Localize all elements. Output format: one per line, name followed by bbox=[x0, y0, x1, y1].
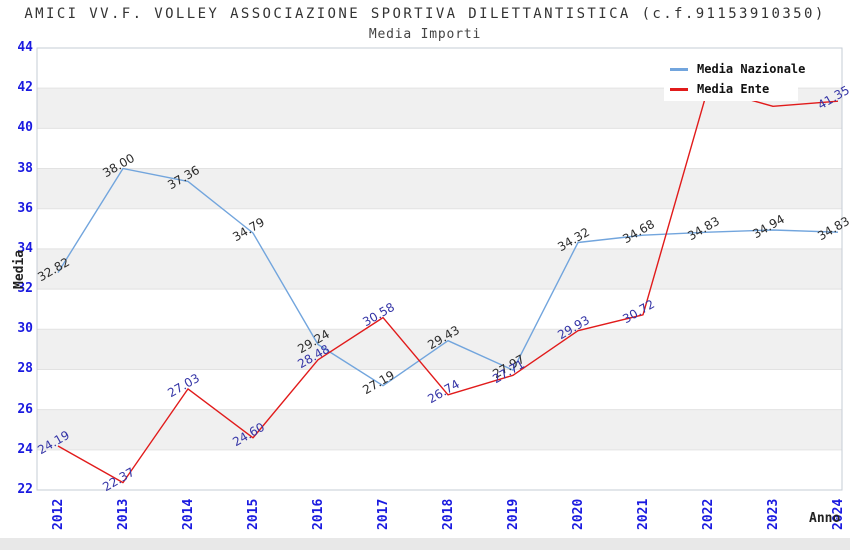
grid-band bbox=[37, 329, 842, 370]
legend-item-media-nazionale[interactable]: Media Nazionale bbox=[670, 62, 805, 76]
x-tick-label: 2016 bbox=[311, 498, 326, 530]
y-tick-label: 34 bbox=[17, 240, 33, 256]
grid-band bbox=[37, 248, 842, 290]
y-tick-label: 36 bbox=[17, 200, 33, 216]
y-tick-label: 22 bbox=[17, 482, 33, 497]
x-tick-label: 2013 bbox=[116, 498, 131, 530]
legend-label-media-nazionale: Media Nazionale bbox=[697, 62, 806, 76]
plot-border bbox=[36, 47, 843, 491]
y-tick-label: 40 bbox=[17, 120, 33, 136]
media-nazionale-line bbox=[57, 167, 839, 387]
x-tick-label: 2022 bbox=[701, 498, 716, 530]
chart-title: AMICI VV.F. VOLLEY ASSOCIAZIONE SPORTIVA… bbox=[24, 6, 826, 22]
x-tick-label: 2018 bbox=[441, 498, 456, 530]
y-tick-label: 38 bbox=[17, 160, 33, 176]
y-tick-label: 32 bbox=[17, 281, 33, 297]
y-tick-label: 28 bbox=[17, 361, 33, 377]
legend: Media Nazionale Media Ente bbox=[664, 57, 805, 101]
y-tick-label: 26 bbox=[17, 401, 33, 417]
y-tick-label: 44 bbox=[17, 40, 33, 55]
y-axis-title: Media bbox=[12, 249, 27, 289]
legend-label-media-ente: Media Ente bbox=[697, 82, 770, 96]
media-ente-line-swatch bbox=[670, 87, 688, 91]
x-tick-label: 2012 bbox=[51, 498, 66, 530]
x-tick-label: 2019 bbox=[506, 498, 521, 530]
x-tick-label: 2017 bbox=[376, 498, 391, 530]
grid-band bbox=[37, 409, 842, 450]
x-tick-label: 2015 bbox=[246, 498, 261, 530]
x-tick-label: 2023 bbox=[766, 498, 781, 530]
x-tick-label: 2020 bbox=[571, 498, 586, 530]
media-nazionale-line-swatch bbox=[670, 67, 688, 71]
y-tick-label: 24 bbox=[17, 441, 33, 457]
grid-band bbox=[37, 168, 842, 209]
x-tick-label: 2014 bbox=[181, 498, 196, 530]
x-axis-title: Anno bbox=[809, 511, 841, 526]
legend-item-media-ente[interactable]: Media Ente bbox=[670, 82, 798, 96]
chart-subtitle: Media Importi bbox=[368, 27, 482, 42]
x-tick-label: 2021 bbox=[636, 498, 651, 530]
y-tick-label: 30 bbox=[17, 321, 33, 337]
page-background-strip bbox=[0, 538, 850, 550]
y-tick-label: 42 bbox=[17, 80, 33, 96]
